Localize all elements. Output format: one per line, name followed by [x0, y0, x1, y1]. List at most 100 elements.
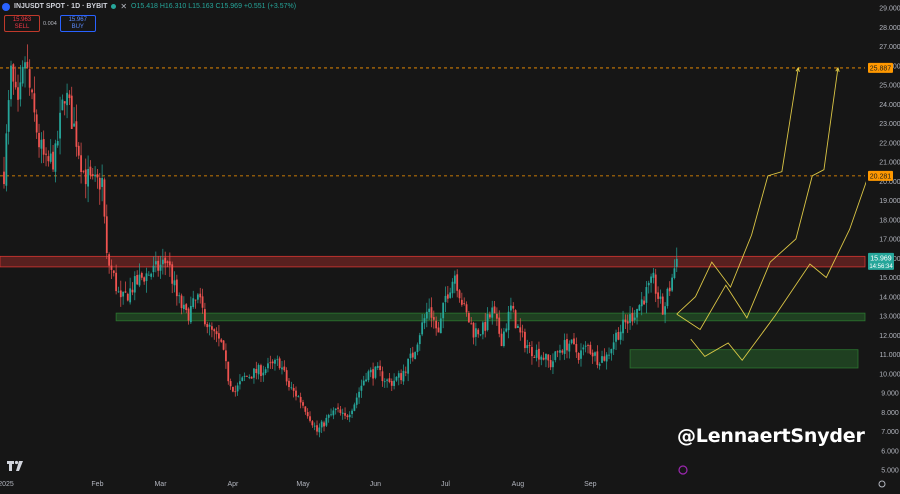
inj-coin-icon	[2, 2, 10, 11]
candle-body	[309, 416, 311, 421]
close-icon[interactable]: ✕	[120, 2, 128, 11]
candle-body	[208, 324, 211, 327]
candle-body	[269, 362, 272, 364]
candle-body	[573, 338, 575, 345]
candle-body	[344, 413, 346, 416]
candle-body	[624, 319, 627, 323]
candle-body	[168, 261, 171, 266]
candle-body	[437, 327, 440, 333]
candle-body	[629, 314, 631, 323]
candle-body	[154, 261, 157, 265]
candle-body	[561, 350, 564, 353]
candle-body	[201, 296, 204, 308]
candle-body	[554, 351, 557, 361]
symbol-title[interactable]: INJUSDT SPOT · 1D · BYBIT	[14, 3, 108, 10]
candle-body	[320, 421, 323, 428]
candle-body	[313, 425, 316, 427]
candle-body	[232, 386, 234, 392]
candle-body	[575, 344, 578, 353]
candle-body	[229, 381, 232, 387]
support-zone	[629, 349, 859, 369]
candle-body	[619, 331, 622, 340]
candle-body	[540, 356, 543, 360]
candle-body	[70, 95, 73, 129]
candle-body	[528, 345, 531, 346]
candle-body	[661, 296, 664, 315]
candle-body	[290, 387, 293, 389]
candle-body	[45, 153, 47, 155]
candle-body	[409, 353, 412, 359]
candle-body	[381, 371, 384, 382]
buy-button[interactable]: 15.967 BUY	[59, 15, 96, 32]
candle-body	[608, 354, 610, 356]
time-axis[interactable]: 2025 Feb Mar Apr May Jun Jul Aug Sep	[0, 465, 688, 488]
candle-body	[657, 292, 659, 299]
candle-body	[206, 324, 209, 328]
candle-body	[218, 333, 220, 339]
candle-body	[54, 143, 57, 172]
candle-body	[547, 354, 550, 361]
candle-body	[479, 334, 482, 336]
time-tick-label: Aug	[512, 481, 525, 488]
time-tick-label: Jun	[370, 481, 381, 488]
price-tick-label: 21.000	[879, 160, 900, 167]
price-tick-label: 14.000	[879, 294, 900, 301]
target-levels-layer	[0, 67, 865, 177]
price-tick-label: 28.000	[879, 25, 900, 32]
candle-body	[119, 290, 122, 298]
candle-body	[654, 274, 657, 294]
target-level-tag	[868, 62, 893, 73]
candle-body	[185, 304, 188, 311]
candle-body	[101, 178, 104, 187]
candle-body	[535, 349, 538, 358]
candle-body	[472, 322, 475, 338]
candle-body	[220, 339, 223, 342]
candle-body	[47, 156, 50, 162]
candle-body	[495, 313, 498, 319]
candle-body	[159, 264, 162, 271]
time-tick-label: Sep	[584, 481, 597, 488]
candle-body	[40, 139, 43, 149]
candle-body	[626, 321, 629, 324]
settings-gear-icon[interactable]	[878, 480, 886, 488]
target-level-label: 20.281	[870, 173, 892, 180]
target-level-tag	[868, 170, 893, 181]
candle-body	[96, 174, 99, 178]
candle-body	[133, 276, 136, 293]
buy-label: BUY	[71, 23, 84, 30]
price-tick-label: 19.000	[879, 198, 900, 205]
projection-arrowhead	[795, 66, 800, 72]
price-tick-label: 15.000	[879, 275, 900, 282]
candle-body	[521, 331, 524, 333]
candle-body	[379, 365, 381, 371]
candle-body	[124, 291, 127, 293]
candle-body	[143, 277, 146, 282]
sell-button[interactable]: 15.963 SELL	[4, 15, 40, 32]
price-axis[interactable]: 29.00028.00027.00026.00025.00024.00023.0…	[866, 0, 900, 494]
candle-body	[59, 112, 61, 139]
candle-body	[297, 396, 300, 397]
candle-body	[175, 279, 178, 297]
price-tick-label: 9.000	[881, 391, 899, 398]
candle-body	[404, 371, 407, 373]
candle-body	[463, 303, 466, 305]
candle-body	[26, 61, 29, 68]
candle-body	[5, 133, 8, 186]
candle-body	[33, 93, 36, 113]
candle-body	[276, 359, 279, 361]
candle-body	[288, 380, 290, 388]
candle-body	[458, 290, 461, 299]
price-tick-label: 20.000	[879, 179, 900, 186]
candle-body	[80, 155, 82, 172]
candle-body	[596, 351, 599, 365]
candle-body	[673, 268, 676, 279]
chart-legend: INJUSDT SPOT · 1D · BYBIT ✕ O15.418 H16.…	[2, 2, 296, 11]
candle-body	[157, 260, 160, 271]
candle-body	[234, 391, 237, 393]
candle-body	[631, 312, 634, 322]
candle-body	[341, 412, 344, 414]
price-tick-label: 22.000	[879, 140, 900, 147]
candle-body	[402, 370, 405, 382]
candle-body	[213, 329, 216, 332]
